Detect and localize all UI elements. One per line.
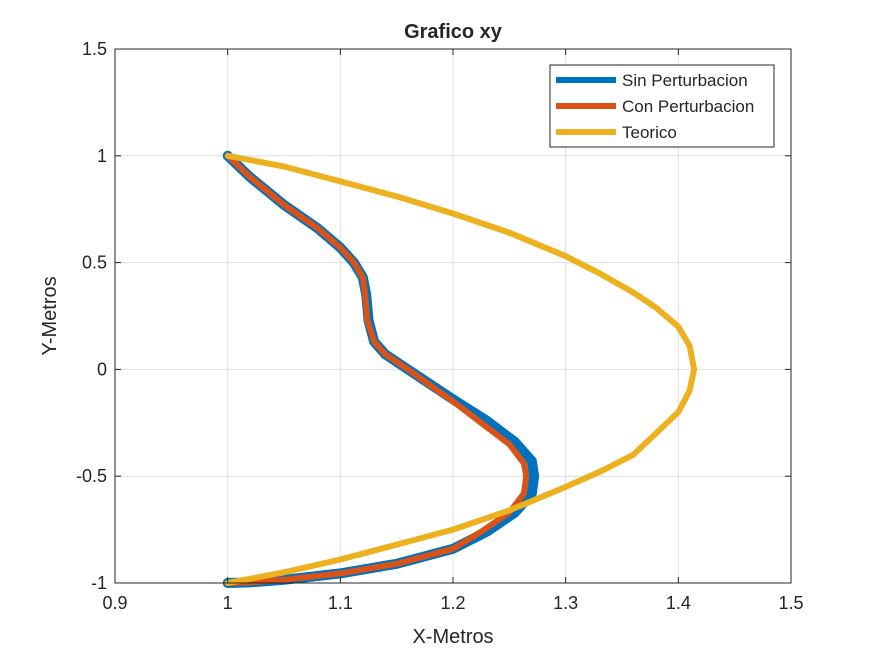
series-line-3 — [224, 152, 698, 586]
x-tick-label: 1.1 — [328, 593, 353, 613]
y-tick-label: 0 — [97, 359, 107, 379]
y-tick-label: 1 — [97, 146, 107, 166]
x-axis-label: X-Metros — [412, 626, 493, 648]
legend-entry-2: Con Perturbacion — [622, 97, 754, 116]
x-tick-label: 1.3 — [553, 593, 578, 613]
y-tick-label: 1.5 — [82, 39, 107, 59]
y-tick-label: -0.5 — [76, 466, 107, 486]
legend-entry-3: Teorico — [622, 123, 677, 142]
x-tick-label: 1.2 — [440, 593, 465, 613]
y-axis-label: Y-Metros — [39, 276, 61, 355]
y-tick-label: -1 — [91, 573, 107, 593]
x-tick-labels: 0.9 1 1.1 1.2 1.3 1.4 1.5 — [102, 593, 803, 613]
series-line-2 — [224, 152, 530, 586]
x-tick-label: 1.4 — [666, 593, 691, 613]
tick-marks — [114, 48, 792, 584]
chart-title: Grafico xy — [404, 21, 503, 43]
y-tick-labels: -1 -0.5 0 0.5 1 1.5 — [76, 39, 107, 593]
x-tick-label: 1.5 — [778, 593, 803, 613]
series-layer — [222, 150, 698, 588]
legend-entry-1: Sin Perturbacion — [622, 71, 748, 90]
y-tick-label: 0.5 — [82, 253, 107, 273]
x-tick-label: 1 — [223, 593, 233, 613]
x-tick-label: 0.9 — [102, 593, 127, 613]
legend: Sin Perturbacion Con Perturbacion Teorico — [549, 64, 775, 148]
